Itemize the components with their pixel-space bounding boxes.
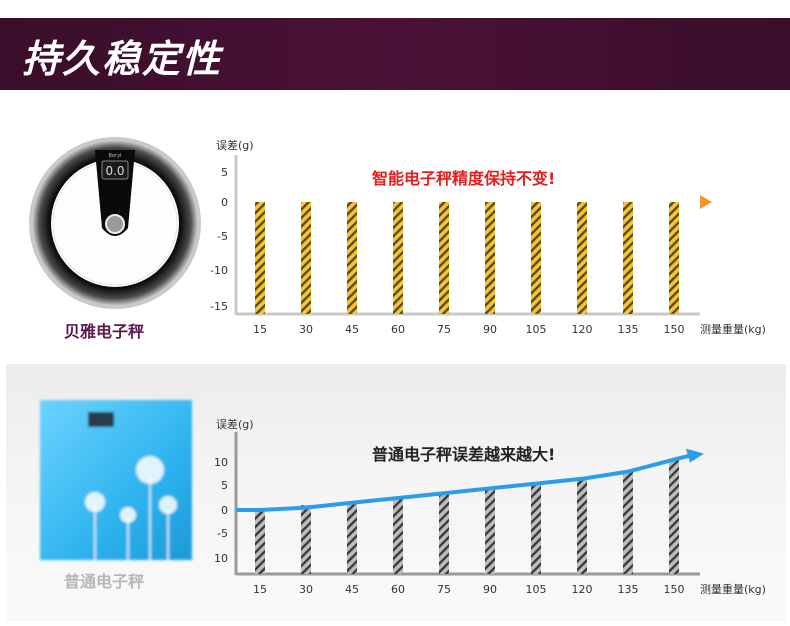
chart1-title: 智能电子秤精度保持不变! xyxy=(372,169,555,188)
chart1-bar-120 xyxy=(577,202,587,314)
chart2-xtick: 30 xyxy=(299,583,313,596)
chart1-trend-arrowhead xyxy=(700,195,712,209)
chart2-bar-105 xyxy=(531,483,541,574)
chart1-bar-105 xyxy=(531,202,541,314)
chart1-bar-45 xyxy=(347,202,357,314)
chart1-ylabel: 误差(g) xyxy=(216,138,254,152)
chart2-bar-15 xyxy=(255,510,265,574)
chart2-ytick: 0 xyxy=(221,504,228,517)
chart2-ylabel: 误差(g) xyxy=(216,417,254,431)
chart1-bar-150 xyxy=(669,202,679,314)
chart2-ytick: 10 xyxy=(214,456,228,469)
chart1-xtick: 135 xyxy=(618,323,639,336)
chart1-xtick: 105 xyxy=(526,323,547,336)
chart2-bar-135 xyxy=(623,471,633,574)
chart1-xtick: 30 xyxy=(299,323,313,336)
chart1-xtick: 60 xyxy=(391,323,405,336)
chart2-xtick: 75 xyxy=(437,583,451,596)
chart2-bar-75 xyxy=(439,493,449,574)
header-band: 持久稳定性 xyxy=(0,18,790,90)
chart2-xtick: 120 xyxy=(572,583,593,596)
chart2-bar-90 xyxy=(485,488,495,574)
chart1-ytick: -5 xyxy=(217,230,228,243)
chart1-xtick: 15 xyxy=(253,323,267,336)
chart1-ytick: 0 xyxy=(221,196,228,209)
chart1-xlabel: 测量重量(kg) xyxy=(700,322,766,336)
chart1-xtick: 75 xyxy=(437,323,451,336)
chart2-xtick: 150 xyxy=(664,583,685,596)
chart2-xtick: 90 xyxy=(483,583,497,596)
chart2-title: 普通电子秤误差越来越大! xyxy=(372,445,555,464)
chart1-xtick: 150 xyxy=(664,323,685,336)
chart1-xtick: 90 xyxy=(483,323,497,336)
scale-display-readout: 0.0 xyxy=(105,164,124,178)
chart1-bar-90 xyxy=(485,202,495,314)
chart2-bar-120 xyxy=(577,478,587,574)
chart1-bar-75 xyxy=(439,202,449,314)
chart1-bar-135 xyxy=(623,202,633,314)
chart1-ytick: -10 xyxy=(210,264,228,277)
chart2-xtick: 45 xyxy=(345,583,359,596)
chart2-bar-45 xyxy=(347,502,357,574)
ordinary-scale-caption: 普通电子秤 xyxy=(64,572,145,591)
chart1-bar-60 xyxy=(393,202,403,314)
chart2-ytick: 10 xyxy=(214,552,228,565)
smart-scale-caption: 贝雅电子秤 xyxy=(64,322,145,341)
chart2-xlabel: 测量重量(kg) xyxy=(700,582,766,596)
chart-smart-scale: 误差(g) 智能电子秤精度保持不变! 测量重量(kg) 5 0 -5 -10 -15 1… xyxy=(210,138,766,336)
chart2-bar-150 xyxy=(669,459,679,574)
svg-text:Beryl: Beryl xyxy=(109,153,122,159)
chart1-xtick: 45 xyxy=(345,323,359,336)
chart2-xtick: 135 xyxy=(618,583,639,596)
chart2-ytick: -5 xyxy=(217,527,228,540)
page-title: 持久稳定性 xyxy=(22,37,223,81)
chart2-trend-arrowhead xyxy=(686,448,704,463)
ordinary-scale-illustration xyxy=(40,400,192,560)
chart1-xtick: 120 xyxy=(572,323,593,336)
chart1-bar-30 xyxy=(301,202,311,314)
chart1-ytick: 5 xyxy=(221,166,228,179)
chart2-ytick: 5 xyxy=(221,479,228,492)
smart-scale-illustration: 0.0 Beryl xyxy=(29,137,201,309)
chart2-xtick: 60 xyxy=(391,583,405,596)
chart1-ytick: -15 xyxy=(210,300,228,313)
chart2-bar-60 xyxy=(393,498,403,574)
chart2-xtick: 105 xyxy=(526,583,547,596)
chart2-xtick: 15 xyxy=(253,583,267,596)
chart1-bar-15 xyxy=(255,202,265,314)
chart2-bar-30 xyxy=(301,505,311,574)
chart2-trend-line xyxy=(236,453,691,512)
